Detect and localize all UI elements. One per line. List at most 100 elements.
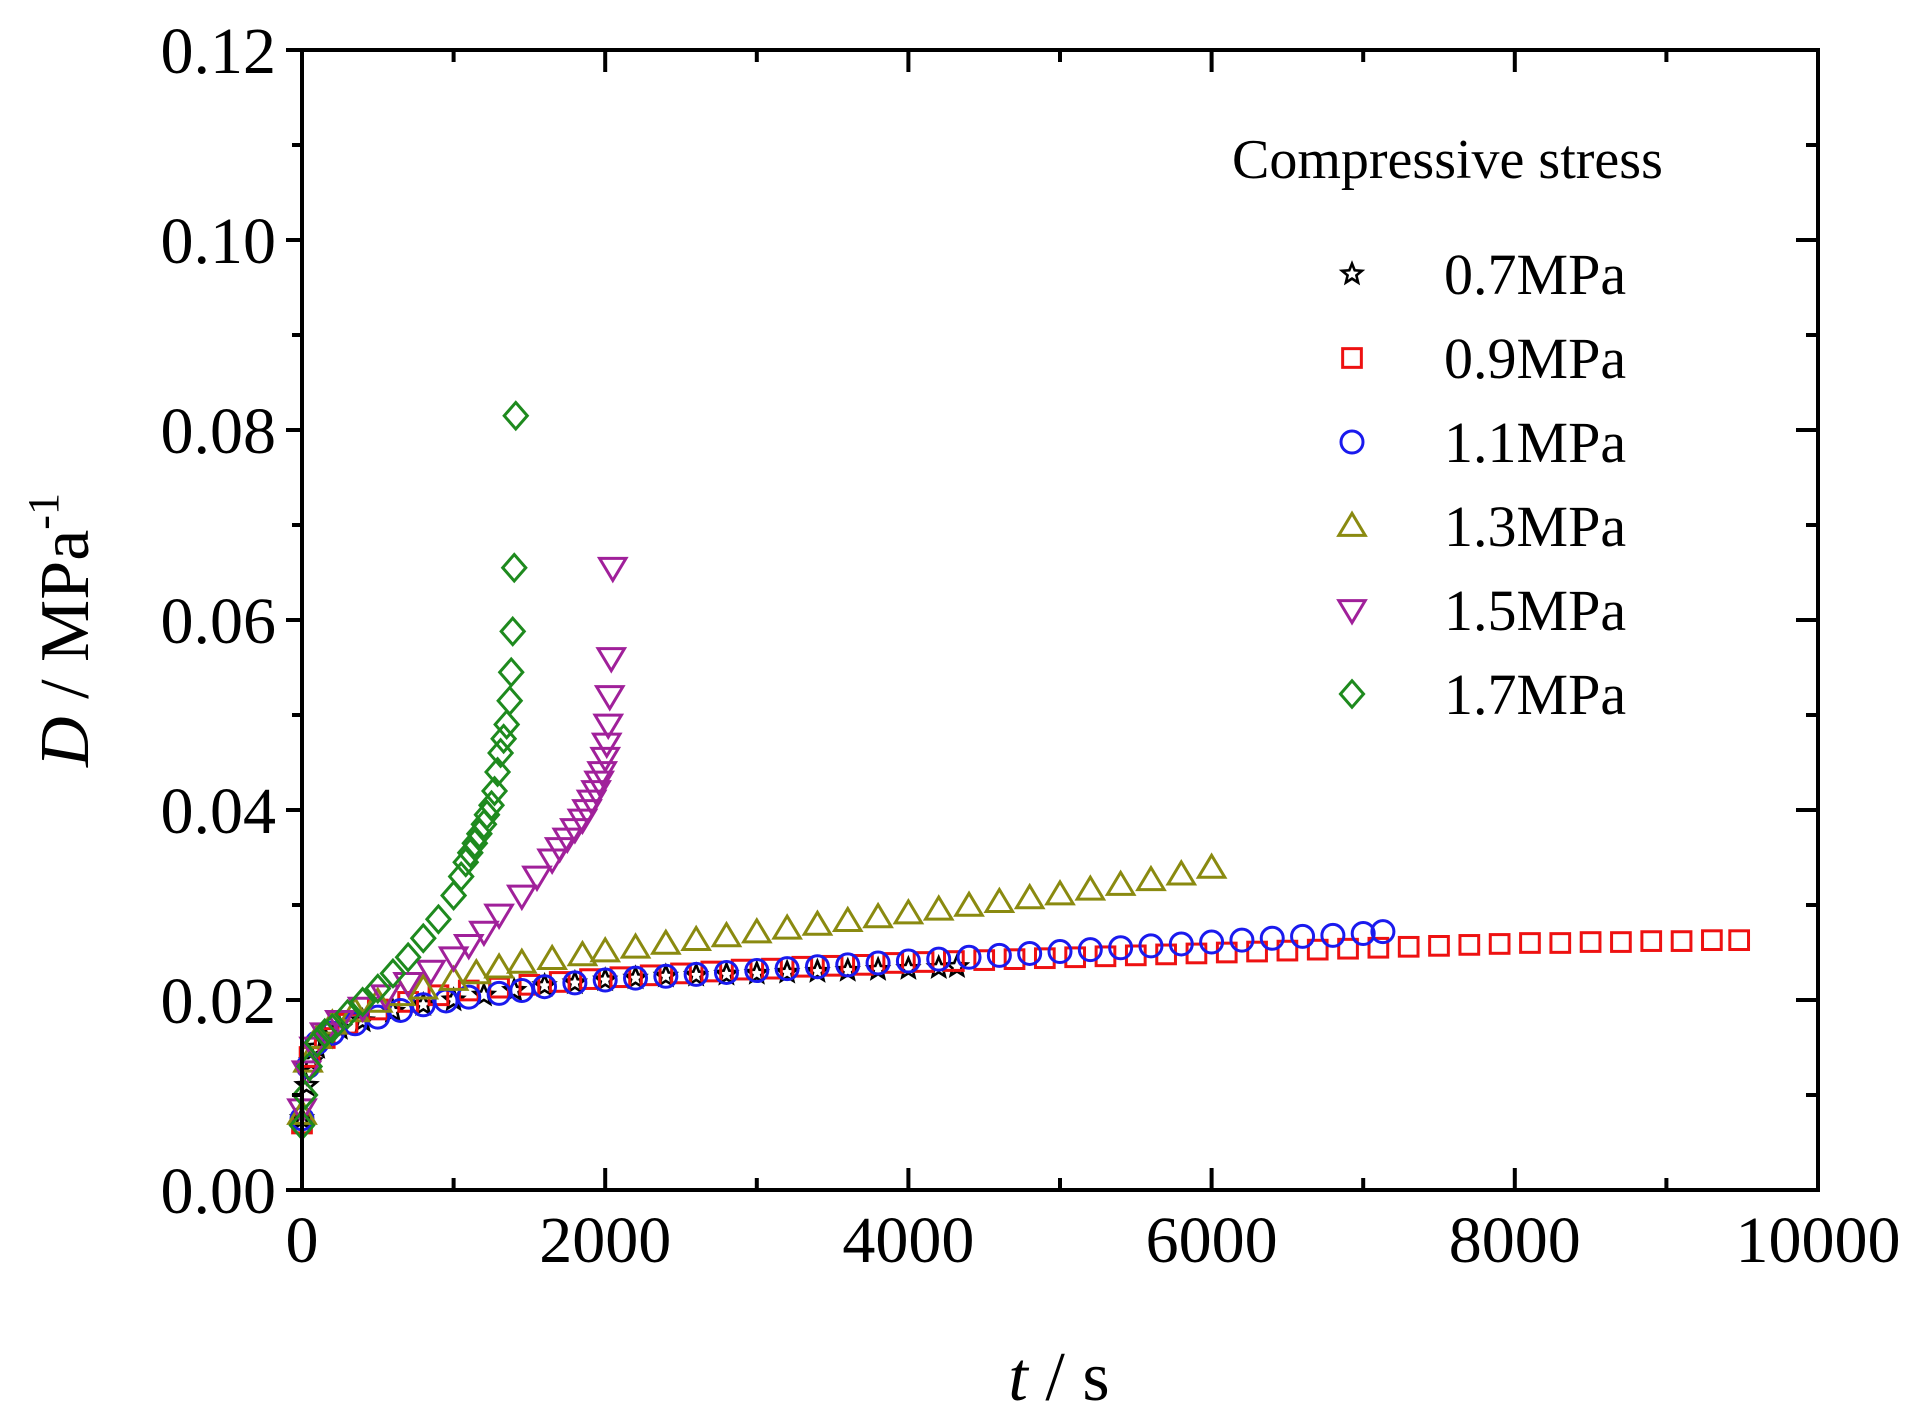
data-point <box>480 775 509 807</box>
data-point <box>713 959 739 985</box>
data-point <box>1367 936 1390 959</box>
y-tick-label: 0.10 <box>161 205 277 278</box>
data-point <box>437 964 470 991</box>
y-tick-label: 0.12 <box>161 15 277 88</box>
data-point <box>1428 935 1450 957</box>
data-point <box>622 964 649 990</box>
y-tick-label: 0.04 <box>161 775 277 848</box>
data-point <box>580 780 612 807</box>
data-point <box>773 958 801 984</box>
data-point <box>623 965 649 991</box>
data-point <box>682 961 710 987</box>
x-tick-label: 4000 <box>842 1204 974 1277</box>
data-point <box>771 913 803 940</box>
data-point <box>500 552 528 584</box>
legend-entries: 0.7MPa 0.9MPa 1.1MPa 1.3MPa 1.5MPa 1.7MPa <box>1336 242 1626 727</box>
y-axis-title-variable: D <box>27 716 104 768</box>
data-point <box>1074 874 1107 901</box>
legend-title: Compressive stress <box>1232 129 1663 191</box>
data-point <box>561 968 589 995</box>
data-point <box>592 966 619 992</box>
data-point <box>652 962 680 988</box>
data-point <box>583 770 615 798</box>
data-point <box>1397 935 1420 958</box>
data-point <box>1610 931 1632 953</box>
data-point <box>499 615 527 647</box>
data-point <box>683 961 709 987</box>
data-point <box>1728 929 1751 951</box>
data-point <box>1044 878 1076 906</box>
data-point <box>536 848 568 875</box>
data-point <box>473 799 501 831</box>
data-point <box>496 685 524 717</box>
data-point <box>452 934 485 961</box>
data-point <box>1259 925 1285 951</box>
data-point <box>1033 947 1056 970</box>
data-point <box>1549 932 1572 954</box>
x-tick-label: 2000 <box>539 1204 671 1277</box>
data-point <box>956 944 982 970</box>
data-point <box>333 998 362 1030</box>
data-point <box>912 951 935 973</box>
data-point <box>774 956 800 982</box>
legend-label: 1.1MPa <box>1444 410 1626 475</box>
data-point <box>483 903 515 931</box>
legend-label: 1.5MPa <box>1444 578 1626 643</box>
data-point <box>804 954 830 980</box>
data-point <box>293 1071 320 1097</box>
data-point <box>882 952 905 974</box>
data-point <box>470 981 498 1007</box>
data-point <box>1168 931 1194 957</box>
data-point <box>484 756 512 788</box>
y-tick-label: 0.08 <box>161 395 277 468</box>
data-point <box>303 1027 331 1059</box>
ticks-layer: 0 2000 4000 6000 8000 10000 0.00 0.02 0.04 0.06 0.… <box>161 15 1901 1277</box>
data-point <box>1320 922 1346 948</box>
data-point <box>1488 933 1511 955</box>
data-point <box>364 973 392 1005</box>
data-point <box>596 556 629 584</box>
data-point <box>680 924 713 951</box>
legend-marker <box>1336 510 1368 537</box>
data-point <box>1003 948 1026 970</box>
y-axis-title-exponent: -1 <box>19 493 68 530</box>
data-point <box>639 964 662 987</box>
data-point <box>801 909 834 936</box>
data-point <box>1458 934 1481 956</box>
data-point <box>744 958 770 984</box>
data-point <box>456 984 482 1010</box>
data-point <box>298 1036 330 1064</box>
data-point <box>1165 859 1198 886</box>
data-point <box>1579 931 1602 953</box>
data-point <box>497 656 525 688</box>
data-point <box>710 920 743 948</box>
data-point <box>1276 939 1299 962</box>
legend-label: 1.7MPa <box>1444 662 1626 727</box>
data-point <box>821 954 844 977</box>
data-point <box>1138 933 1164 959</box>
data-point <box>311 1017 339 1049</box>
data-point <box>290 1060 323 1087</box>
y-axis-title: D / MPa-1 <box>19 493 104 768</box>
data-point <box>609 966 632 989</box>
legend-marker <box>1336 599 1368 626</box>
data-point <box>415 959 447 987</box>
data-point <box>424 903 452 935</box>
data-point <box>986 942 1012 968</box>
x-tick-label: 6000 <box>1146 1204 1278 1277</box>
legend-label: 0.9MPa <box>1444 326 1626 391</box>
data-point <box>649 928 682 955</box>
data-point <box>409 922 437 954</box>
x-axis-title: t / s <box>1008 1339 1109 1416</box>
data-point <box>595 647 628 674</box>
data-point <box>743 959 771 985</box>
data-point <box>456 837 484 869</box>
data-point <box>1077 937 1103 963</box>
data-point <box>536 943 568 970</box>
data-point <box>835 952 861 978</box>
data-point <box>1135 864 1167 892</box>
data-point <box>394 941 422 973</box>
data-point <box>1229 927 1255 953</box>
data-point <box>1246 940 1268 963</box>
data-point <box>521 865 553 893</box>
